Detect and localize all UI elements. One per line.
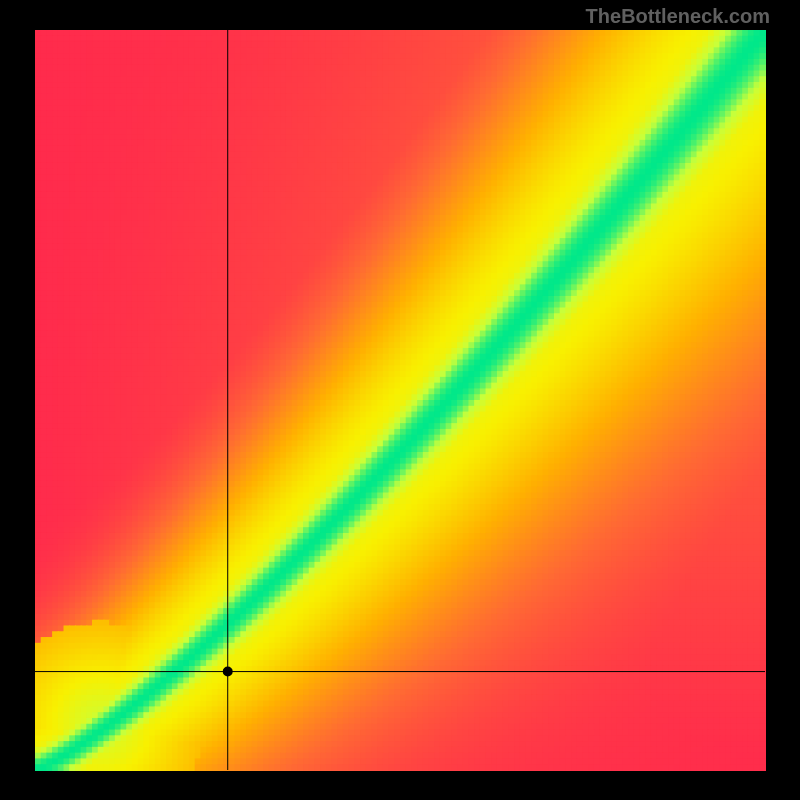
watermark-text: TheBottleneck.com	[586, 6, 770, 29]
bottleneck-heatmap	[0, 0, 800, 800]
chart-container: TheBottleneck.com	[0, 0, 800, 800]
